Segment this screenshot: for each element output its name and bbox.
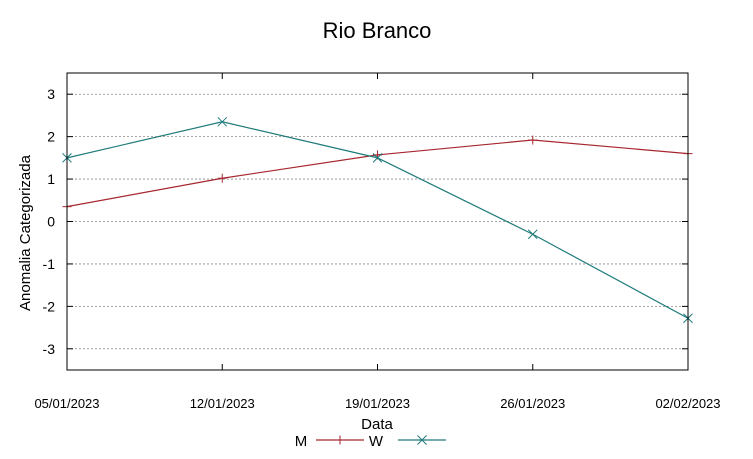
series-line (66, 139, 689, 208)
y-tick-label: 0 (47, 214, 55, 230)
chart-title: Rio Branco (323, 18, 432, 43)
y-axis-label: Anomalia Categorizada (17, 154, 34, 311)
series-M (62, 135, 693, 212)
legend-label: M (295, 433, 308, 450)
series-W (62, 116, 693, 324)
data-point (217, 116, 228, 127)
legend-item-W: W (369, 433, 446, 450)
data-point (417, 435, 427, 445)
y-tick-label: -2 (43, 298, 56, 314)
x-tick-labels: 05/01/2023 12/01/2023 19/01/2023 26/01/2023… (34, 396, 720, 411)
x-tick-label: 12/01/2023 (190, 396, 255, 411)
y-tick-label: -3 (43, 341, 56, 357)
y-tick-label: 2 (47, 129, 55, 145)
y-tick-label: -1 (43, 256, 56, 272)
legend-label: W (369, 433, 384, 450)
x-tick-label: 19/01/2023 (345, 396, 410, 411)
x-tick-label: 26/01/2023 (500, 396, 565, 411)
data-point (528, 135, 538, 145)
data-point (372, 153, 383, 163)
data-point (217, 173, 227, 183)
y-tick-label: 3 (47, 86, 55, 102)
plot-frame (66, 72, 689, 371)
x-tick-label: 02/02/2023 (655, 396, 720, 411)
y-tick-label: 1 (47, 171, 55, 187)
data-point (527, 229, 538, 240)
x-tick-label: 05/01/2023 (34, 396, 99, 411)
legend-item-M: M (295, 433, 364, 450)
y-tick-labels: -3 -2 -1 0 1 2 3 (43, 86, 56, 357)
grid-lines (66, 73, 689, 370)
data-point (335, 435, 345, 445)
x-axis-label: Data (361, 416, 393, 433)
series-layer (62, 116, 693, 324)
